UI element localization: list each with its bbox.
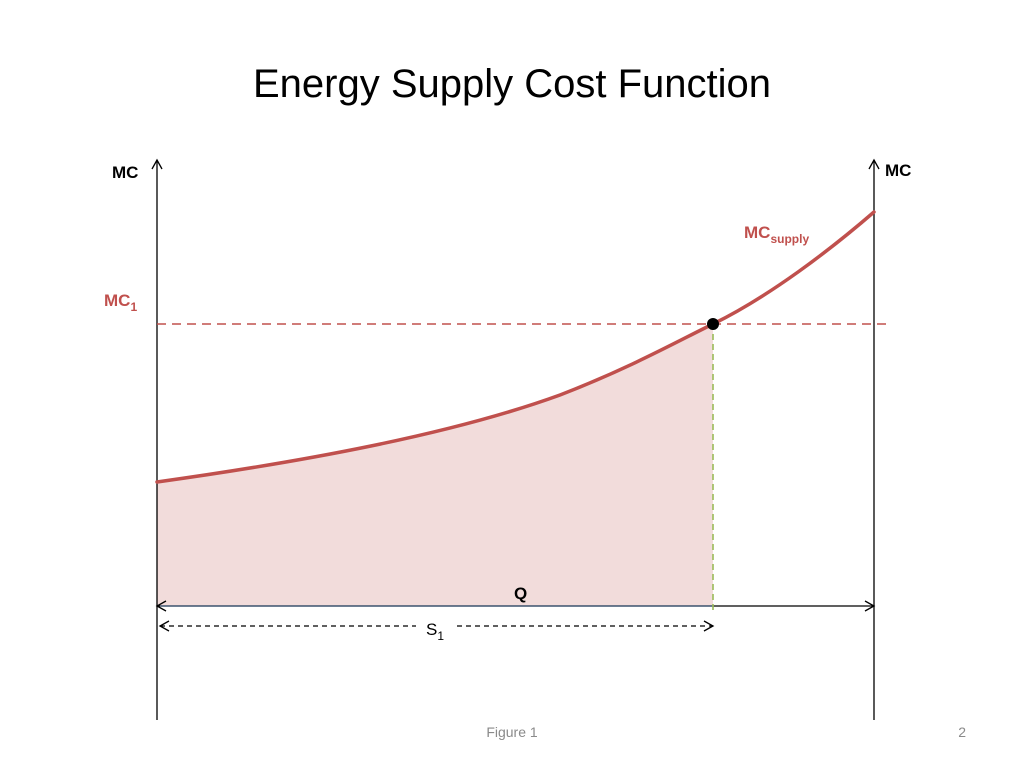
- quantity-axis-label: Q: [514, 584, 527, 603]
- right-axis-label: MC: [885, 161, 911, 180]
- figure-caption: Figure 1: [486, 724, 538, 740]
- intersection-point: [707, 318, 719, 330]
- mc1-label: MC1: [104, 291, 137, 314]
- mc-supply-label-main: MC: [744, 223, 770, 242]
- total-cost-area: [157, 324, 713, 606]
- mc1-label-main: MC: [104, 291, 130, 310]
- mc-supply-label-sub: supply: [770, 232, 809, 246]
- left-axis-label: MC: [112, 163, 138, 182]
- s1-label-main: S: [426, 620, 437, 639]
- mc-supply-label: MCsupply: [744, 223, 809, 246]
- mc-supply-curve: [155, 210, 876, 484]
- s1-label-sub: 1: [437, 629, 444, 643]
- slide-title: Energy Supply Cost Function: [252, 62, 772, 106]
- s1-label: S1: [426, 620, 444, 643]
- mc1-label-sub: 1: [130, 300, 137, 314]
- slide-number: 2: [958, 724, 966, 740]
